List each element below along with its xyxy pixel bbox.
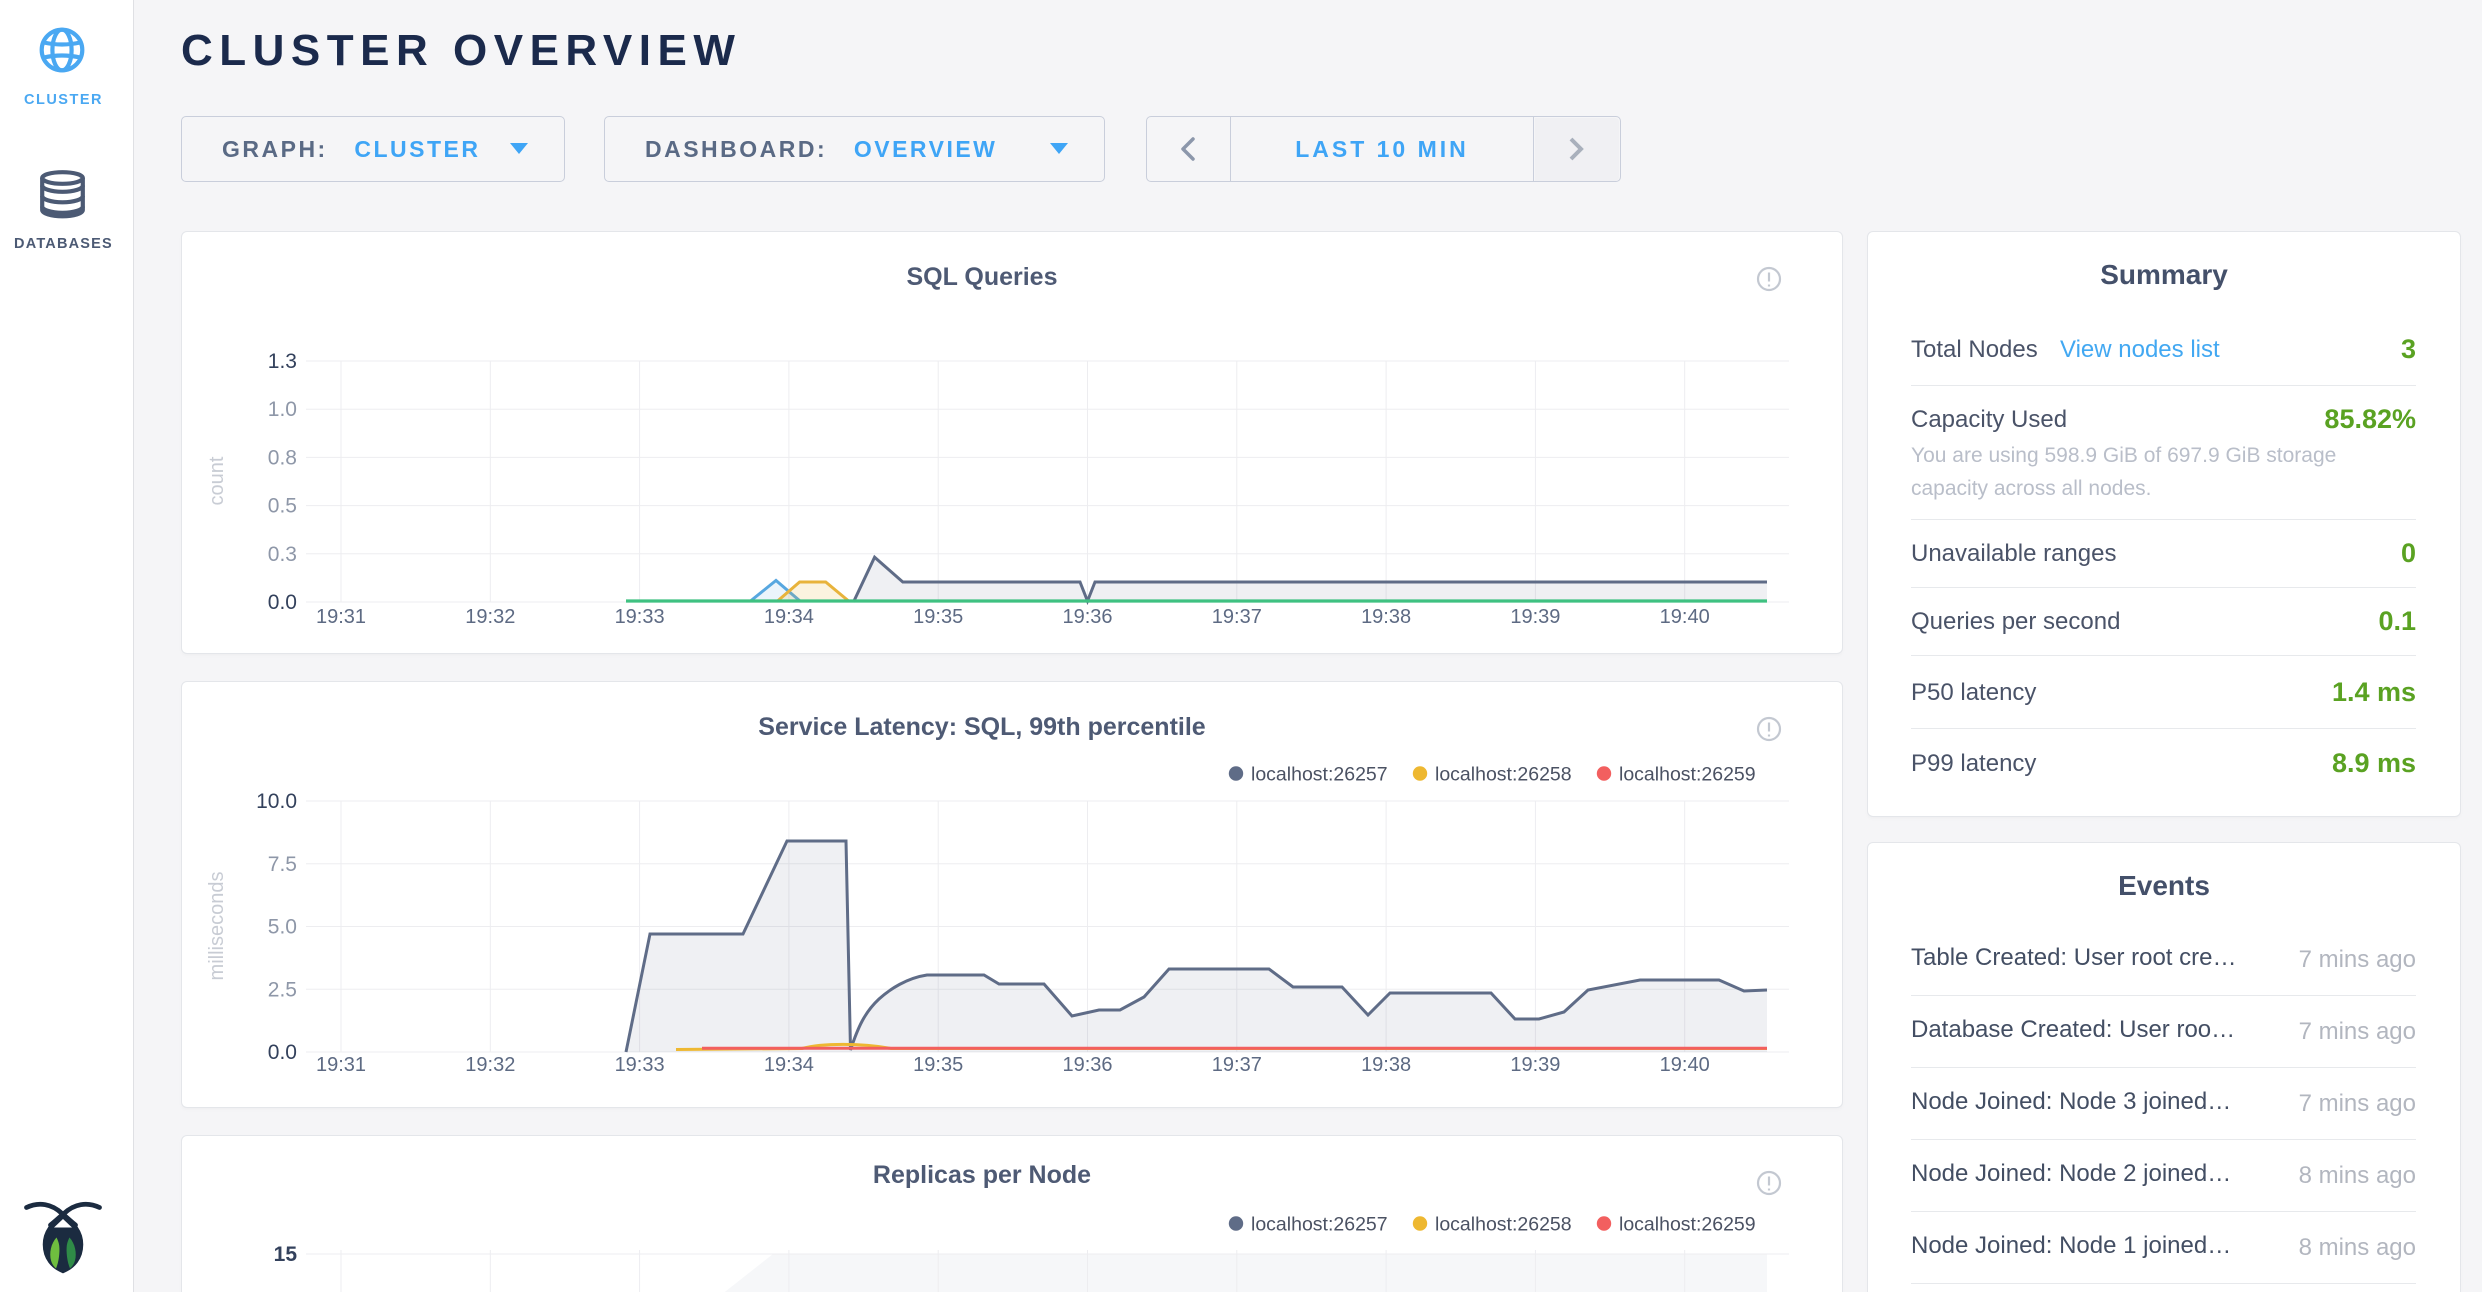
- svg-text:19:33: 19:33: [615, 606, 665, 628]
- svg-text:10.0: 10.0: [256, 790, 297, 813]
- svg-text:0.0: 0.0: [268, 1041, 297, 1064]
- svg-text:19:32: 19:32: [465, 1054, 515, 1076]
- svg-text:5.0: 5.0: [268, 916, 297, 939]
- svg-text:7.5: 7.5: [268, 853, 297, 876]
- svg-text:19:38: 19:38: [1361, 1054, 1411, 1076]
- svg-text:19:37: 19:37: [1212, 606, 1262, 628]
- svg-text:localhost:26259: localhost:26259: [1619, 1214, 1756, 1236]
- svg-text:19:38: 19:38: [1361, 606, 1411, 628]
- svg-text:19:36: 19:36: [1062, 1054, 1112, 1076]
- svg-text:19:33: 19:33: [615, 1054, 665, 1076]
- svg-text:19:34: 19:34: [764, 1054, 814, 1076]
- svg-text:0.5: 0.5: [268, 495, 297, 518]
- svg-text:19:36: 19:36: [1062, 606, 1112, 628]
- svg-text:localhost:26257: localhost:26257: [1251, 1214, 1388, 1236]
- svg-text:localhost:26258: localhost:26258: [1435, 1214, 1572, 1236]
- svg-text:19:37: 19:37: [1212, 1054, 1262, 1076]
- svg-text:1.3: 1.3: [268, 350, 297, 373]
- svg-text:milliseconds: milliseconds: [206, 872, 228, 981]
- svg-text:0.3: 0.3: [268, 543, 297, 566]
- svg-text:1.0: 1.0: [268, 398, 297, 421]
- svg-text:19:31: 19:31: [316, 1054, 366, 1076]
- svg-text:19:39: 19:39: [1510, 1054, 1560, 1076]
- svg-text:0.8: 0.8: [268, 446, 297, 469]
- svg-text:19:31: 19:31: [316, 606, 366, 628]
- svg-text:10: 10: [274, 1289, 297, 1292]
- svg-text:19:40: 19:40: [1660, 606, 1710, 628]
- svg-text:0.0: 0.0: [268, 591, 297, 614]
- svg-text:2.5: 2.5: [268, 978, 297, 1001]
- svg-text:19:35: 19:35: [913, 1054, 963, 1076]
- svg-text:19:34: 19:34: [764, 606, 814, 628]
- svg-text:localhost:26258: localhost:26258: [1435, 764, 1572, 786]
- svg-text:19:35: 19:35: [913, 606, 963, 628]
- svg-text:19:40: 19:40: [1660, 1054, 1710, 1076]
- svg-text:localhost:26257: localhost:26257: [1251, 764, 1388, 786]
- svg-text:localhost:26259: localhost:26259: [1619, 764, 1756, 786]
- svg-text:count: count: [206, 456, 228, 505]
- svg-text:15: 15: [274, 1243, 298, 1266]
- svg-text:19:39: 19:39: [1510, 606, 1560, 628]
- svg-text:19:32: 19:32: [465, 606, 515, 628]
